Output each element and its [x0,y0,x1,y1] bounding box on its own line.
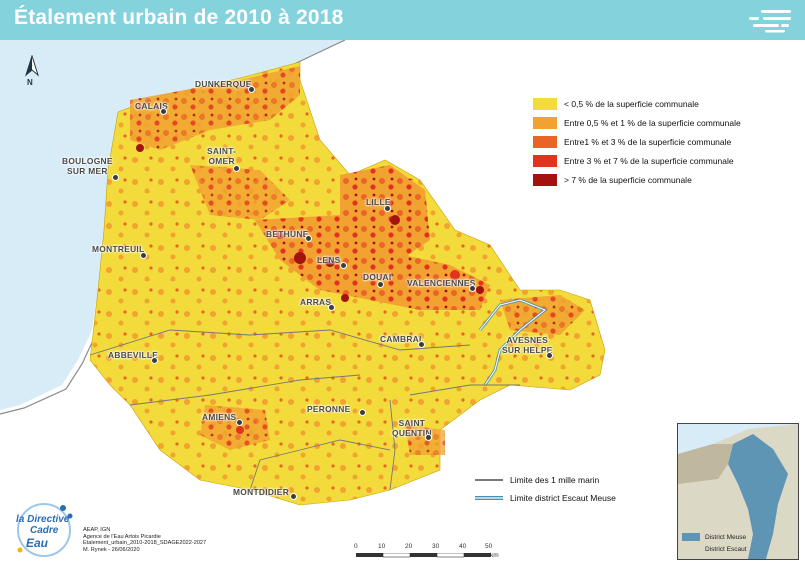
city-dot-saint-quentin [425,434,432,441]
city-label-saint-quentin: SAINT QUENTIN [392,418,432,438]
city-label-arras: ARRAS [300,297,332,307]
directive-cadre-eau-logo: la Directive Cadre Eau [8,500,80,562]
inset-legend-meuse: District Meuse [682,533,746,541]
city-dot-montreuil [140,252,147,259]
legend-line-item-escaut-meuse: Limite district Escaut Meuse [475,493,675,503]
city-label-avesnes: AVESNES SUR HELPE [502,335,553,355]
city-label-calais: CALAIS [135,101,168,111]
north-label: N [27,78,33,87]
hotspots [136,144,484,434]
city-label-peronne: PERONNE [307,404,351,414]
city-dot-avesnes [546,352,553,359]
legend-line-item-mille-marin: Limite des 1 mille marin [475,475,675,485]
credit-line: AEAP, IGN [83,527,111,533]
legend-swatch [533,155,557,167]
logo-line3: Eau [26,536,49,550]
city-dot-douai [377,281,384,288]
city-label-lille: LILLE [366,197,391,207]
map-legend: < 0,5 % de la superficie communale Entre… [533,95,803,190]
scale-tick-label: 50 [485,543,493,550]
city-dot-lille [384,205,391,212]
inset-legend-label: District Escaut [705,545,747,553]
line-sample-grey [475,479,503,481]
north-arrow-icon [25,55,39,77]
logo-line1: la Directive [16,514,70,525]
saint-quentin-urban [405,425,445,455]
inset-swatch [682,533,700,541]
city-label-dunkerque: DUNKERQUE [195,79,252,89]
legend-label: Entre1 % et 3 % de la superficie communa… [564,137,732,147]
amiens-urban [200,405,270,450]
scale-tick-label: 30 [432,543,440,550]
inset-map-graphic [678,424,798,559]
scale-bar-graphic [356,553,491,558]
legend-label: > 7 % de la superficie communale [564,175,692,185]
legend-item: < 0,5 % de la superficie communale [533,95,803,113]
city-label-montreuil: MONTREUIL [92,244,145,254]
city-dot-abbeville [151,357,158,364]
scale-tick-label: 40 [459,543,467,550]
city-dot-valenciennes [469,285,476,292]
city-label-valenciennes: VALENCIENNES [407,278,476,288]
inset-legend-label: District Meuse [705,533,747,541]
city-label-douai: DOUAI [363,272,392,282]
scale-tick-label: 10 [378,543,386,550]
north-coast-urban [130,66,300,150]
legend-swatch [533,136,557,148]
legend-label: < 0,5 % de la superficie communale [564,99,699,109]
city-label-cambrai: CAMBRAI [380,334,422,344]
city-dot-montdidier [290,493,297,500]
city-label-saint-omer: SAINT- OMER [207,146,237,166]
city-dot-cambrai [418,341,425,348]
legend-swatch [533,98,557,110]
legend-item: Entre 3 % et 7 % de la superficie commun… [533,152,803,170]
city-dot-calais [160,108,167,115]
legend-item: Entre1 % et 3 % de la superficie communa… [533,133,803,151]
scale-tick-label: 0 [354,543,358,550]
city-label-boulogne: BOULOGNE SUR MER [62,156,113,176]
city-label-bethune: BETHUNE [266,229,309,239]
scale-unit: km [490,552,499,559]
admin-borders [89,329,520,491]
city-dot-saint-omer [233,165,240,172]
saint-omer-urban [190,165,290,220]
credit-line: M. Rynek - 26/06/2020 [83,547,140,554]
city-dot-arras [328,304,335,311]
inset-swatch [682,545,700,553]
logo-emblem-icon [17,503,73,557]
city-dot-dunkerque [248,86,255,93]
city-label-abbeville: ABBEVILLE [108,350,159,360]
legend-swatch [533,174,557,186]
city-label-lens: LENS [317,255,341,265]
page-title: Étalement urbain de 2010 à 2018 [14,6,344,29]
city-dot-bethune [305,235,312,242]
header-bar: Étalement urbain de 2010 à 2018 [0,0,805,40]
scale-bar: 0 10 20 30 40 50 km [352,543,502,563]
sambre-urban [500,295,585,335]
legend-line-label: Limite district Escaut Meuse [510,493,616,503]
inset-legend-escaut: District Escaut [682,545,747,553]
menu-lines-icon[interactable] [747,9,793,33]
urban-sprawl-map [0,40,606,506]
city-dot-amiens [236,419,243,426]
city-dot-boulogne [112,174,119,181]
legend-label: Entre 0,5 % et 1 % de la superficie comm… [564,118,741,128]
legend-swatch [533,117,557,129]
legend-line-label: Limite des 1 mille marin [510,475,600,485]
legend-item: > 7 % de la superficie communale [533,171,803,189]
scale-tick-label: 20 [405,543,413,550]
city-label-montdidier: MONTDIDIER [233,487,290,497]
legend-item: Entre 0,5 % et 1 % de la superficie comm… [533,114,803,132]
logo-line2: Cadre [30,525,59,536]
legend-label: Entre 3 % et 7 % de la superficie commun… [564,156,734,166]
credit-line: Agence de l'Eau Artois Picardie [83,533,161,540]
mining-basin [255,215,490,310]
credit-line: Etalement_urbain_2010-2018_SDAGE2022-202… [83,540,207,547]
map-credits: AEAP, IGN Agence de l'Eau Artois Picardi… [83,527,206,554]
city-dot-peronne [359,409,366,416]
city-dot-lens [340,262,347,269]
sea-area [0,40,345,410]
line-sample-blue [475,496,503,500]
city-label-amiens: AMIENS [202,412,237,422]
